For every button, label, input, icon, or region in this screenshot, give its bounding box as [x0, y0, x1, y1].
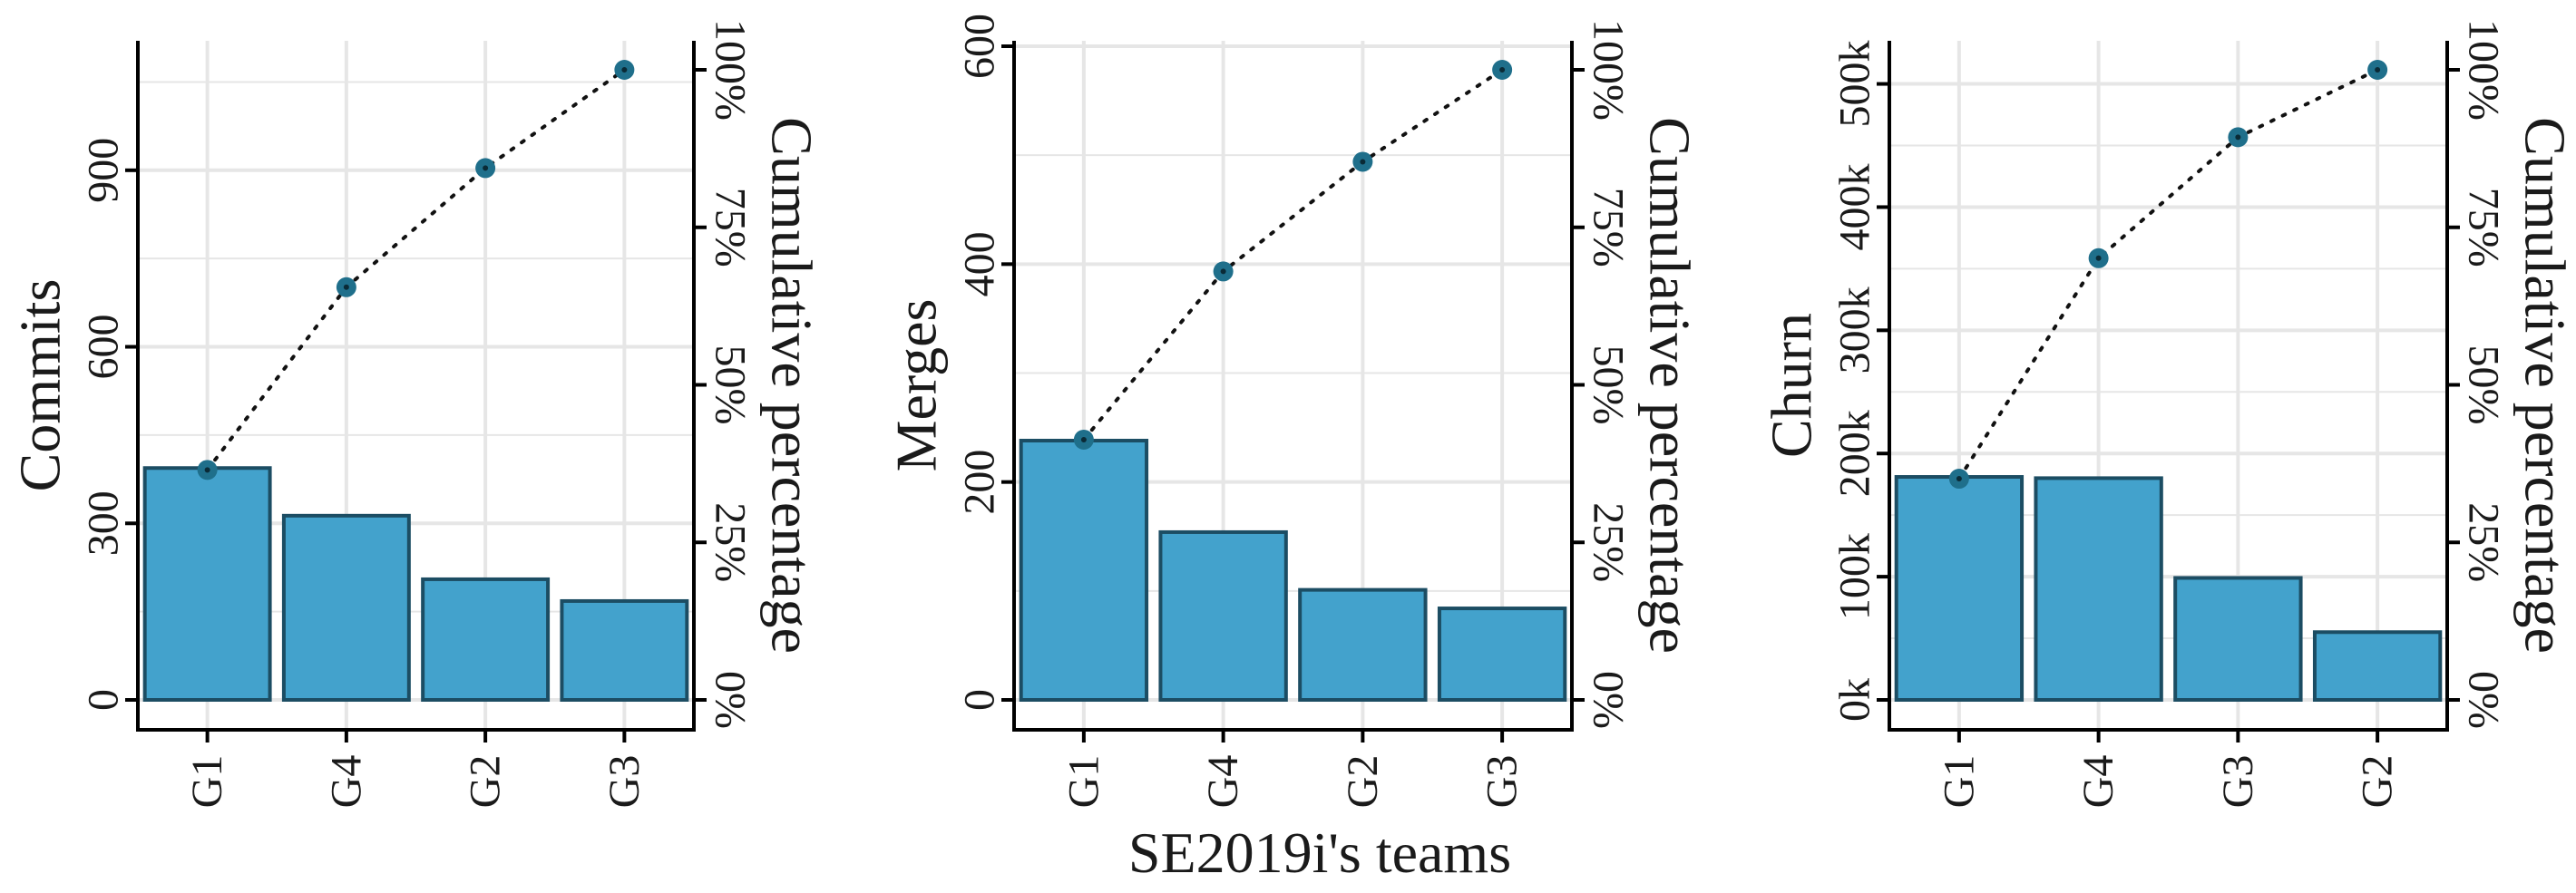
- y-tick-label: 600: [956, 14, 1004, 79]
- bar-g1: [142, 466, 272, 702]
- y2-tick-label: 75%: [2460, 188, 2508, 267]
- bar-g4: [2034, 476, 2163, 702]
- y2-tick-label: 100%: [707, 19, 755, 121]
- y-axis-title: Churn: [1760, 313, 1824, 458]
- cumulative-line: [205, 68, 627, 472]
- cumulative-point-center: [204, 467, 210, 473]
- y2-tick-label: 0%: [707, 671, 755, 729]
- bars: [1019, 439, 1567, 702]
- y-tick-label: 200k: [1831, 410, 1879, 497]
- y-tick-label: 200: [956, 450, 1004, 515]
- y2-axis-title: Cumulative percentage: [2513, 117, 2576, 654]
- y-tick-label: 100k: [1831, 533, 1879, 620]
- y-tick-label: 400: [956, 231, 1004, 296]
- cumulative-point-center: [1360, 159, 1366, 165]
- y2-tick-label: 25%: [707, 502, 755, 582]
- bar-g1: [1894, 475, 2025, 702]
- cumulative-line: [1956, 68, 2380, 481]
- y-tick-label: 900: [80, 138, 128, 203]
- y2-tick-label: 0%: [2460, 671, 2508, 729]
- cumulative-point-center: [483, 165, 489, 171]
- bar-g2: [1298, 587, 1428, 702]
- cumulative-point-center: [1220, 268, 1226, 275]
- y2-tick-label: 0%: [1585, 671, 1633, 729]
- chart-panel-churn: 0k 100k 200k 300k 400k 500k 0% 25% 50% 75% 100% G1 G…: [1760, 19, 2576, 808]
- y2-axis-title: Cumulative percentage: [760, 117, 825, 654]
- y2-tick-label: 100%: [1585, 19, 1633, 121]
- x-tick-label-g4: G4: [2074, 755, 2122, 809]
- bar-g4: [281, 513, 411, 702]
- y2-tick-label: 100%: [2460, 19, 2508, 121]
- x-tick-label-g3: G3: [1478, 755, 1527, 809]
- y-tick-label: 300: [80, 490, 128, 556]
- bar-g1: [1019, 439, 1149, 702]
- bar-g3: [560, 598, 689, 703]
- x-tick-label-g3: G3: [600, 755, 649, 809]
- bar-g3: [1437, 607, 1567, 702]
- cumulative-point-center: [2235, 134, 2241, 141]
- chart-panel-commits: 0 300 600 900 0% 25% 50% 75% 100% G1 G4 G2 G3 Commits…: [8, 19, 825, 808]
- y-tick-label: 0k: [1831, 678, 1879, 722]
- x-tick-label-g1: G1: [1935, 755, 1983, 809]
- y2-tick-label: 50%: [1585, 345, 1633, 425]
- y2-tick-label: 25%: [1585, 502, 1633, 582]
- y-tick-label: 600: [80, 315, 128, 380]
- bars: [1894, 475, 2443, 702]
- y2-axis-title: Cumulative percentage: [1638, 117, 1703, 654]
- x-tick-label-g2: G2: [1339, 755, 1387, 809]
- y2-tick-label: 50%: [707, 345, 755, 425]
- x-tick-label-g2: G2: [2354, 755, 2402, 809]
- cumulative-point-center: [1956, 476, 1962, 482]
- bar-g2: [421, 577, 551, 703]
- y2-tick-label: 75%: [1585, 188, 1633, 267]
- y-tick-label: 0: [80, 689, 128, 711]
- y-tick-label: 300k: [1831, 286, 1879, 374]
- bars: [142, 466, 689, 703]
- cumulative-point-center: [621, 67, 628, 73]
- bar-g2: [2312, 630, 2443, 702]
- cumulative-point-center: [1080, 436, 1087, 442]
- bar-g4: [1158, 529, 1288, 702]
- shared-x-axis-title: SE2019i's teams: [1128, 820, 1511, 885]
- y-axis-title: Merges: [884, 299, 949, 472]
- cumulative-point-center: [343, 284, 349, 290]
- y-tick-label: 500k: [1831, 41, 1879, 128]
- y-tick-label: 400k: [1831, 163, 1879, 250]
- chart-panel-merges: 0 200 400 600 0% 25% 50% 75% 100% G1 G4 G2 G3 Merges C…: [884, 14, 1703, 808]
- x-tick-label-g1: G1: [183, 755, 231, 809]
- y2-tick-label: 50%: [2460, 345, 2508, 425]
- y2-tick-label: 25%: [2460, 502, 2508, 582]
- y-axis-title: Commits: [8, 279, 73, 492]
- cumulative-line: [1081, 68, 1505, 442]
- bar-g3: [2173, 576, 2303, 702]
- x-tick-label-g1: G1: [1059, 755, 1107, 809]
- y-tick-label: 0: [956, 689, 1004, 711]
- x-tick-label-g2: G2: [462, 755, 510, 809]
- cumulative-point-center: [2375, 67, 2381, 73]
- y2-tick-label: 75%: [707, 188, 755, 267]
- x-tick-label-g3: G3: [2214, 755, 2262, 809]
- x-tick-label-g4: G4: [1199, 755, 1247, 809]
- x-tick-label-g4: G4: [322, 755, 370, 809]
- cumulative-point-center: [2095, 255, 2102, 261]
- cumulative-point-center: [1499, 67, 1506, 73]
